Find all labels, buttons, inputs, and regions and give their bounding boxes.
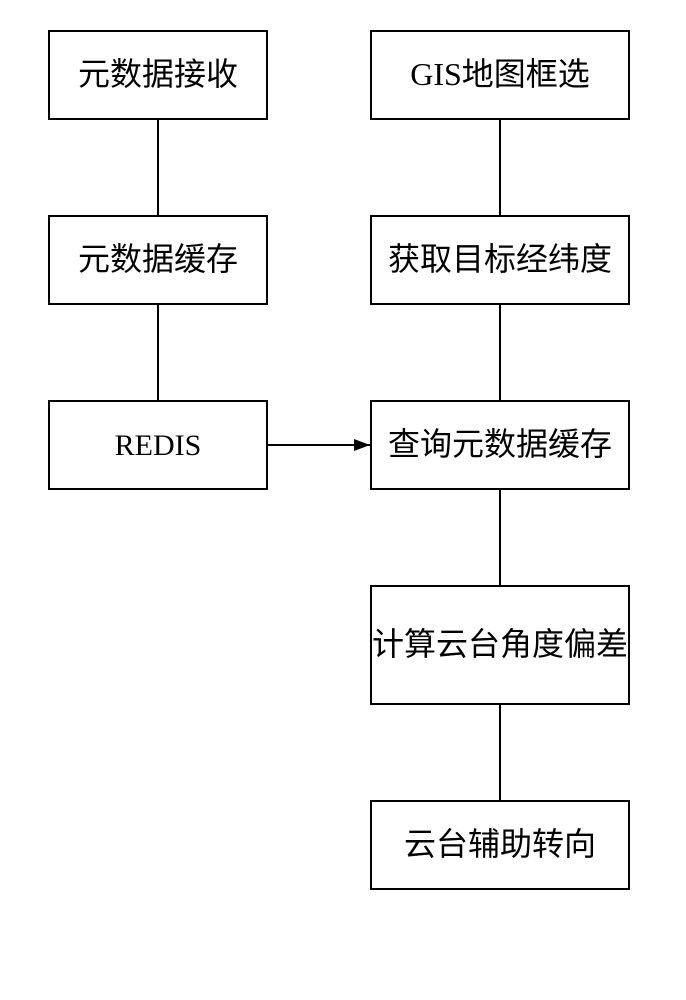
node-label: 云台辅助转向	[404, 824, 596, 866]
node-gis-select: GIS地图框选	[370, 30, 630, 120]
node-label: 元数据缓存	[78, 239, 238, 281]
node-label: 计算云台角度偏差	[372, 624, 628, 666]
node-metadata-cache: 元数据缓存	[48, 215, 268, 305]
node-label: GIS地图框选	[410, 54, 590, 96]
node-label: 获取目标经纬度	[388, 239, 612, 281]
node-label: REDIS	[115, 426, 202, 465]
node-redis: REDIS	[48, 400, 268, 490]
node-query-cache: 查询元数据缓存	[370, 400, 630, 490]
node-compute-angle: 计算云台角度偏差	[370, 585, 630, 705]
node-label: 查询元数据缓存	[388, 424, 612, 466]
node-metadata-receive: 元数据接收	[48, 30, 268, 120]
node-ptz-assist: 云台辅助转向	[370, 800, 630, 890]
node-label: 元数据接收	[78, 54, 238, 96]
node-get-coords: 获取目标经纬度	[370, 215, 630, 305]
